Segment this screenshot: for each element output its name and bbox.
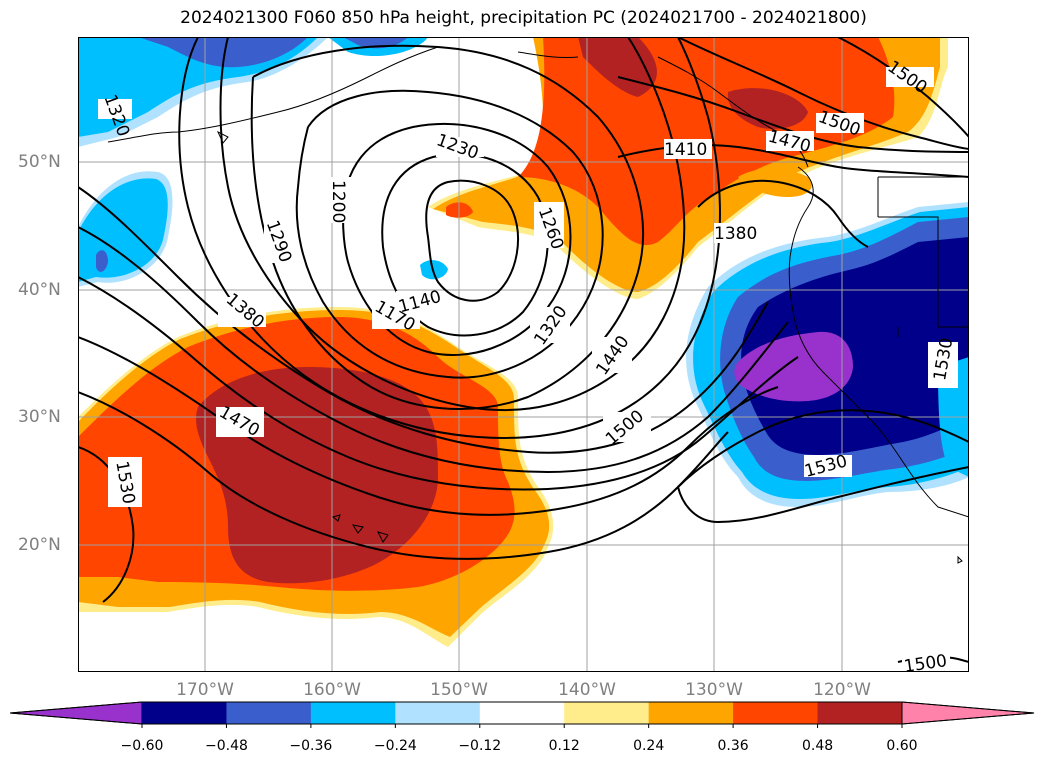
colorbar-box bbox=[733, 702, 819, 724]
contour-1320 bbox=[178, 37, 721, 439]
colorbar-box bbox=[817, 702, 903, 724]
contour-1380 bbox=[78, 186, 769, 454]
contour-1140 bbox=[425, 179, 519, 302]
colorbar-tick-label: −0.24 bbox=[373, 738, 417, 754]
contour-label-bg bbox=[98, 67, 958, 672]
contour-1470 bbox=[78, 336, 779, 516]
contour-1380-ne bbox=[697, 179, 869, 248]
colorbar-tick-label: 0.24 bbox=[633, 738, 665, 754]
shade-ne-orange-blob bbox=[738, 168, 812, 197]
shade-nw-blue bbox=[138, 37, 308, 68]
contour-1440 bbox=[78, 276, 799, 491]
lon-label-140w: 140°W bbox=[558, 680, 616, 700]
map-border bbox=[78, 37, 969, 672]
contour-1500-ne2 bbox=[837, 37, 969, 138]
colorbar-box bbox=[479, 702, 565, 724]
contour-label-1200: 1200 bbox=[328, 180, 348, 223]
map-title: 2024021300 F060 850 hPa height, precipit… bbox=[180, 8, 867, 28]
shade-w-blue bbox=[96, 250, 108, 272]
colorbar-box bbox=[142, 702, 227, 724]
colorbar-box bbox=[395, 702, 481, 724]
lon-label-120w: 120°W bbox=[813, 680, 871, 700]
colorbar-tick-label: −0.12 bbox=[458, 738, 502, 754]
colorbar-extend-low bbox=[10, 701, 143, 725]
contour-label-1410-ne: 1410 bbox=[664, 140, 707, 160]
lat-label-50n: 50°N bbox=[18, 152, 61, 172]
height-contours bbox=[78, 37, 969, 663]
colorbar-tick-label: 0.60 bbox=[886, 738, 918, 754]
contour-1500 bbox=[78, 391, 729, 560]
colorbar-segments bbox=[10, 701, 1035, 725]
contour-label-1380-ne: 1380 bbox=[714, 224, 757, 244]
colorbar-tick-label: 0.36 bbox=[717, 738, 749, 754]
lon-label-150w: 150°W bbox=[430, 680, 488, 700]
contour-1530-e bbox=[677, 466, 969, 524]
colorbar-box bbox=[310, 702, 396, 724]
contour-1410 bbox=[78, 226, 789, 474]
contour-1500-ne bbox=[677, 37, 969, 150]
colorbar-box bbox=[648, 702, 734, 724]
colorbar-ticks bbox=[141, 724, 903, 728]
colorbar-tick-label: −0.48 bbox=[204, 738, 248, 754]
lon-label-130w: 130°W bbox=[685, 680, 743, 700]
colorbar-box bbox=[564, 702, 650, 724]
shade-center-dot bbox=[420, 260, 448, 280]
lon-label-170w: 170°W bbox=[176, 680, 234, 700]
contour-1500-low bbox=[677, 409, 969, 488]
lat-label-20n: 20°N bbox=[18, 535, 61, 555]
contour-1530 bbox=[78, 446, 135, 603]
contour-1200 bbox=[342, 123, 572, 356]
colorbar-tick-label: 0.48 bbox=[801, 738, 834, 754]
shade-ne-darkred2 bbox=[727, 88, 808, 129]
lat-label-40n: 40°N bbox=[18, 280, 61, 300]
contour-label-1500-se: 1500 bbox=[903, 651, 949, 672]
colorbar-tick-label: 0.12 bbox=[548, 738, 580, 754]
colorbar-extend-high bbox=[901, 701, 1035, 725]
lat-label-30n: 30°N bbox=[18, 407, 61, 427]
map-panel: 1320 1230 1200 1290 1260 1410 1470 1500 … bbox=[78, 37, 969, 672]
colorbar-tick-label: −0.60 bbox=[120, 738, 164, 754]
lon-label-160w: 160°W bbox=[303, 680, 361, 700]
colorbar-box bbox=[226, 702, 312, 724]
colorbar-tick-label: −0.36 bbox=[289, 738, 333, 754]
colorbar bbox=[10, 701, 1035, 728]
